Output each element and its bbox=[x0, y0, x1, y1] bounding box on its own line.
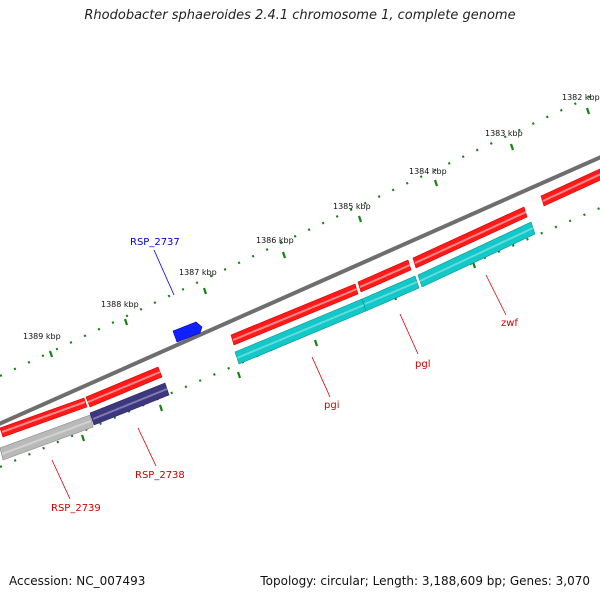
label-leaders bbox=[51, 249, 507, 500]
chromosome-backbone bbox=[0, 155, 600, 426]
gene-arrow-rsp2737[interactable] bbox=[172, 321, 203, 343]
gene-box-rsp2739[interactable] bbox=[0, 414, 94, 461]
gene-label-rsp2738: RSP_2738 bbox=[135, 470, 185, 481]
kbp-label-1387: 1387 kbp bbox=[179, 268, 217, 277]
reverse-strand-genes bbox=[0, 221, 536, 461]
kbp-label-1383: 1383 kbp bbox=[485, 129, 523, 138]
kbp-label-1386: 1386 kbp bbox=[256, 236, 294, 245]
gene-label-rsp2739: RSP_2739 bbox=[51, 503, 101, 514]
kbp-label-1385: 1385 kbp bbox=[333, 202, 371, 211]
gene-label-rsp2737: RSP_2737 bbox=[130, 237, 180, 248]
gene-label-zwf: zwf bbox=[501, 318, 518, 329]
accession-text: Accession: NC_007493 bbox=[9, 574, 146, 588]
genome-summary-text: Topology: circular; Length: 3,188,609 bp… bbox=[260, 574, 590, 588]
kbp-label-1389: 1389 kbp bbox=[23, 332, 61, 341]
gene-arrow-next[interactable] bbox=[540, 168, 600, 207]
forward-strand-genes bbox=[0, 168, 600, 438]
map-title: Rhodobacter sphaeroides 2.4.1 chromosome… bbox=[84, 8, 516, 23]
gene-label-pgl: pgl bbox=[415, 359, 430, 370]
outer-major-ticks bbox=[48, 107, 591, 358]
gene-box-zwf[interactable] bbox=[417, 221, 536, 288]
kbp-label-1384: 1384 kbp bbox=[409, 167, 447, 176]
gene-label-pgi: pgi bbox=[324, 400, 339, 411]
kbp-label-1388: 1388 kbp bbox=[101, 300, 139, 309]
gene-box-pgl[interactable] bbox=[361, 275, 420, 312]
gene-box-rsp2738[interactable] bbox=[89, 382, 170, 426]
kbp-label-1382: 1382 kbp bbox=[562, 93, 600, 102]
